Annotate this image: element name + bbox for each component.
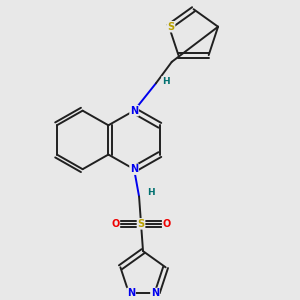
Text: S: S <box>137 219 145 229</box>
Text: N: N <box>127 289 135 298</box>
Text: N: N <box>130 106 138 116</box>
Text: O: O <box>163 219 171 229</box>
Text: H: H <box>147 188 155 197</box>
Text: N: N <box>130 164 138 174</box>
Text: N: N <box>151 289 159 298</box>
Text: O: O <box>111 219 119 229</box>
Text: S: S <box>167 22 175 32</box>
Text: H: H <box>162 77 169 86</box>
